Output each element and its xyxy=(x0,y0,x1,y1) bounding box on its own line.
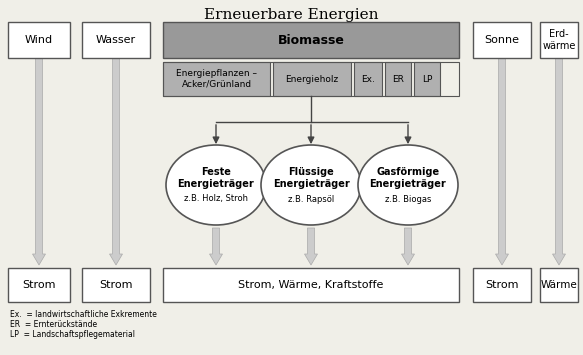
FancyArrow shape xyxy=(209,228,223,265)
Ellipse shape xyxy=(358,145,458,225)
Bar xyxy=(163,268,459,302)
Bar xyxy=(540,268,578,302)
Bar xyxy=(163,22,459,58)
Bar xyxy=(163,62,270,96)
Bar xyxy=(8,268,70,302)
Bar xyxy=(354,62,382,96)
Text: Strom: Strom xyxy=(99,280,133,290)
Text: z.B. Holz, Stroh: z.B. Holz, Stroh xyxy=(184,195,248,203)
Bar xyxy=(273,62,351,96)
Text: Wind: Wind xyxy=(25,35,53,45)
Text: Strom, Wärme, Kraftstoffe: Strom, Wärme, Kraftstoffe xyxy=(238,280,384,290)
Bar xyxy=(473,22,531,58)
Bar xyxy=(473,268,531,302)
Ellipse shape xyxy=(166,145,266,225)
Bar xyxy=(163,62,459,96)
FancyArrow shape xyxy=(553,58,566,265)
Ellipse shape xyxy=(261,145,361,225)
FancyArrow shape xyxy=(33,58,45,265)
Text: Biomasse: Biomasse xyxy=(278,33,345,47)
Text: Strom: Strom xyxy=(485,280,519,290)
Text: Erd-
wärme: Erd- wärme xyxy=(542,29,575,51)
Text: Energiepflanzen –
Acker/Grünland: Energiepflanzen – Acker/Grünland xyxy=(176,69,257,89)
Text: Gasförmige
Energieträger: Gasförmige Energieträger xyxy=(370,167,447,189)
Text: Wasser: Wasser xyxy=(96,35,136,45)
Text: Wärme: Wärme xyxy=(540,280,577,290)
FancyArrow shape xyxy=(402,228,415,265)
Text: ER: ER xyxy=(392,75,404,83)
Text: ER  = Ernterückstände: ER = Ernterückstände xyxy=(10,320,97,329)
Bar xyxy=(82,22,150,58)
Bar xyxy=(385,62,411,96)
Text: Erneuerbare Energien: Erneuerbare Energien xyxy=(204,8,379,22)
Bar xyxy=(540,22,578,58)
Text: Feste
Energieträger: Feste Energieträger xyxy=(178,167,254,189)
FancyArrow shape xyxy=(304,228,318,265)
Text: LP  = Landschaftspflegematerial: LP = Landschaftspflegematerial xyxy=(10,330,135,339)
Text: Sonne: Sonne xyxy=(484,35,519,45)
FancyArrow shape xyxy=(496,58,508,265)
Bar xyxy=(8,22,70,58)
Text: Strom: Strom xyxy=(22,280,56,290)
Bar xyxy=(414,62,440,96)
Bar xyxy=(82,268,150,302)
Text: Ex.  = landwirtschaftliche Exkremente: Ex. = landwirtschaftliche Exkremente xyxy=(10,310,157,319)
Text: Flüssige
Energieträger: Flüssige Energieträger xyxy=(273,167,349,189)
FancyArrow shape xyxy=(110,58,122,265)
Text: LP: LP xyxy=(422,75,432,83)
Text: z.B. Rapsöl: z.B. Rapsöl xyxy=(288,195,334,203)
Text: Energieholz: Energieholz xyxy=(285,75,339,83)
Text: Ex.: Ex. xyxy=(361,75,375,83)
Text: z.B. Biogas: z.B. Biogas xyxy=(385,195,431,203)
